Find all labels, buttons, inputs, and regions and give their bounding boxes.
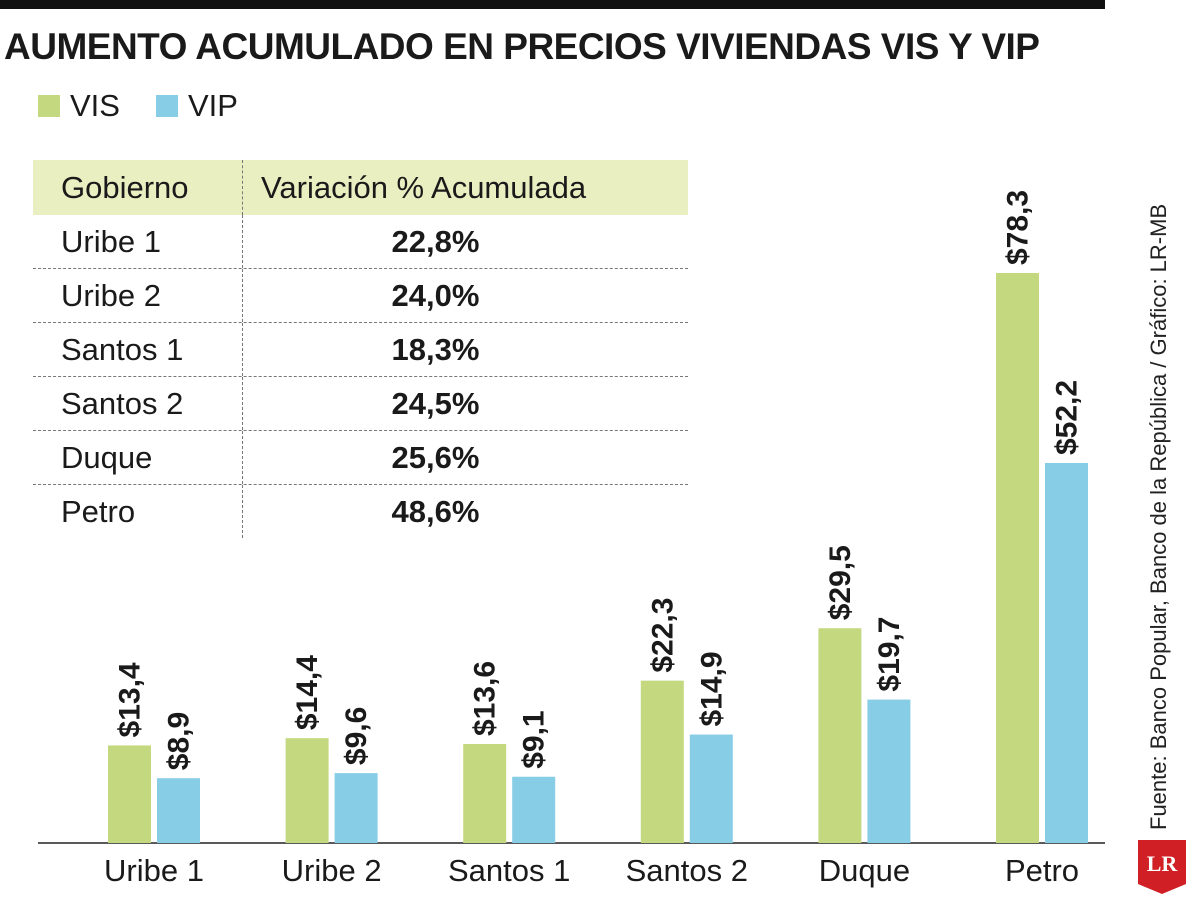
- logo-text: LR: [1147, 851, 1179, 876]
- chart-title: AUMENTO ACUMULADO EN PRECIOS VIVIENDAS V…: [4, 26, 1040, 67]
- lr-logo-icon: LR: [1138, 840, 1186, 894]
- data-label-vis: $14,4: [291, 655, 324, 730]
- cell-variacion: 24,0%: [391, 277, 480, 313]
- data-label-vip: $9,6: [340, 707, 373, 765]
- header-variacion: Variación % Acumulada: [261, 169, 587, 205]
- data-label-vip: $52,2: [1051, 380, 1084, 455]
- table-row: Uribe 2 24,0%: [33, 269, 688, 323]
- header-gobierno: Gobierno: [33, 160, 243, 215]
- table-row: Duque 25,6%: [33, 431, 688, 485]
- bar-vip: [334, 773, 378, 843]
- table-header: Gobierno Variación % Acumulada: [33, 160, 688, 215]
- cell-gobierno: Santos 2: [33, 377, 243, 430]
- legend-swatch-vip: [155, 95, 178, 117]
- data-label-vip: $9,1: [518, 710, 551, 768]
- legend: VIS VIP: [38, 88, 274, 124]
- legend-label-vis: VIS: [70, 88, 120, 123]
- category-label: Uribe 1: [104, 853, 204, 888]
- source-note: Fuente: Banco Popular, Banco de la Repúb…: [1146, 203, 1171, 830]
- table-row: Uribe 1 22,8%: [33, 215, 688, 269]
- data-label-vip: $8,9: [163, 712, 196, 770]
- table-row: Petro 48,6%: [33, 485, 688, 538]
- category-label: Petro: [1005, 853, 1079, 888]
- data-label-vis: $13,6: [469, 661, 502, 736]
- cell-variacion: 18,3%: [391, 331, 480, 367]
- cell-variacion: 24,5%: [391, 385, 480, 421]
- variation-table: Gobierno Variación % Acumulada Uribe 1 2…: [33, 160, 688, 538]
- data-label-vip: $14,9: [695, 651, 728, 726]
- cell-gobierno: Santos 1: [33, 323, 243, 376]
- cell-gobierno: Uribe 2: [33, 269, 243, 322]
- table-row: Santos 1 18,3%: [33, 323, 688, 377]
- top-rule: [0, 0, 1105, 9]
- legend-item-vip: VIP: [155, 88, 238, 124]
- data-label-vis: $29,5: [824, 545, 857, 620]
- bar-vis: [818, 628, 862, 843]
- cell-variacion: 48,6%: [391, 493, 480, 529]
- cell-variacion: 22,8%: [391, 223, 480, 259]
- data-label-vis: $78,3: [1002, 190, 1035, 265]
- cell-gobierno: Duque: [33, 431, 243, 484]
- category-label: Santos 2: [626, 853, 748, 888]
- legend-label-vip: VIP: [187, 88, 238, 123]
- data-label-vis: $13,4: [114, 662, 147, 737]
- bar-vip: [867, 699, 911, 843]
- bar-vip: [689, 734, 733, 843]
- cell-variacion: 25,6%: [391, 439, 480, 475]
- bar-vip: [157, 778, 200, 843]
- category-label: Santos 1: [448, 853, 570, 888]
- category-label: Duque: [819, 853, 910, 888]
- bar-vis: [108, 745, 151, 843]
- data-label-vip: $19,7: [873, 617, 906, 692]
- category-label: Uribe 2: [282, 853, 382, 888]
- bar-vip: [512, 776, 556, 843]
- legend-item-vis: VIS: [38, 88, 120, 124]
- legend-swatch-vis: [38, 95, 60, 117]
- cell-gobierno: Uribe 1: [33, 215, 243, 268]
- bar-vis: [285, 738, 329, 843]
- bar-vis: [463, 743, 507, 843]
- data-label-vis: $22,3: [646, 598, 679, 673]
- bar-vis: [640, 680, 684, 843]
- bar-vip: [1045, 463, 1088, 843]
- bar-vis: [996, 273, 1039, 843]
- cell-gobierno: Petro: [33, 485, 243, 538]
- table-row: Santos 2 24,5%: [33, 377, 688, 431]
